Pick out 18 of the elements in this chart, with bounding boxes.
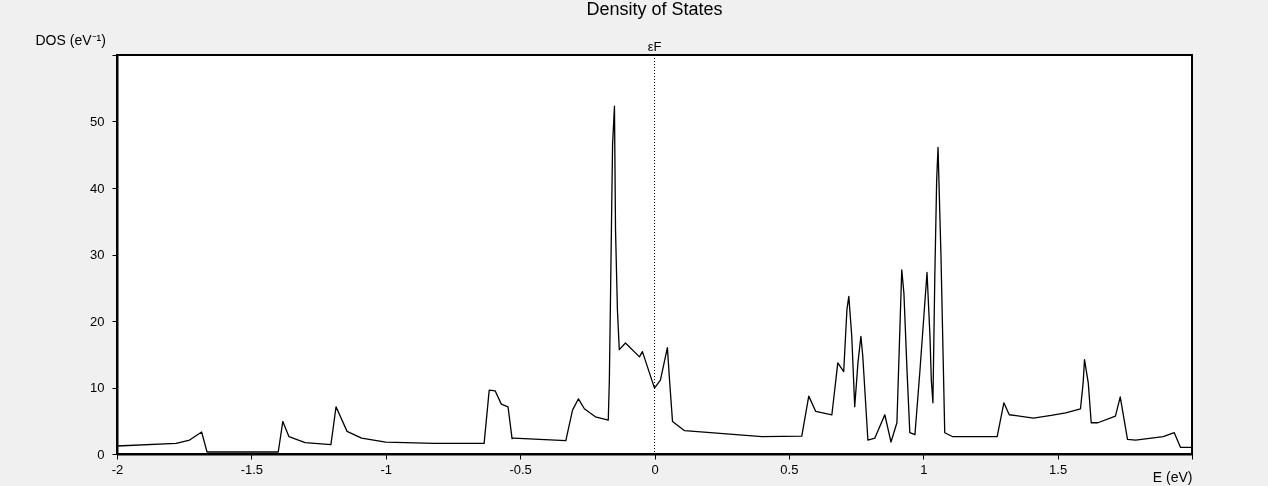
y-tick-label: 20: [90, 313, 105, 329]
x-tick-label: -1: [380, 461, 393, 477]
y-tick-label: 50: [90, 114, 105, 129]
ref-line-label: εF: [647, 39, 662, 54]
x-tick-label: -0.5: [509, 461, 532, 477]
x-tick-label: 0: [651, 461, 659, 477]
x-tick-label: 0.5: [780, 461, 799, 477]
x-axis-title: E (eV): [1152, 468, 1193, 485]
y-tick-label: 30: [90, 247, 105, 262]
y-tick-label: 40: [90, 180, 105, 196]
x-tick-label: 1: [920, 461, 928, 477]
x-tick-label: 1.5: [1049, 461, 1068, 477]
x-tick-label: -2: [111, 461, 124, 477]
y-tick-label: 0: [97, 446, 105, 462]
y-axis-title: DOS (eV⁻¹): [35, 31, 106, 48]
x-tick-label: -1.5: [240, 461, 264, 477]
y-tick-label: 10: [90, 380, 105, 395]
chart-title: Density of States: [586, 0, 723, 19]
